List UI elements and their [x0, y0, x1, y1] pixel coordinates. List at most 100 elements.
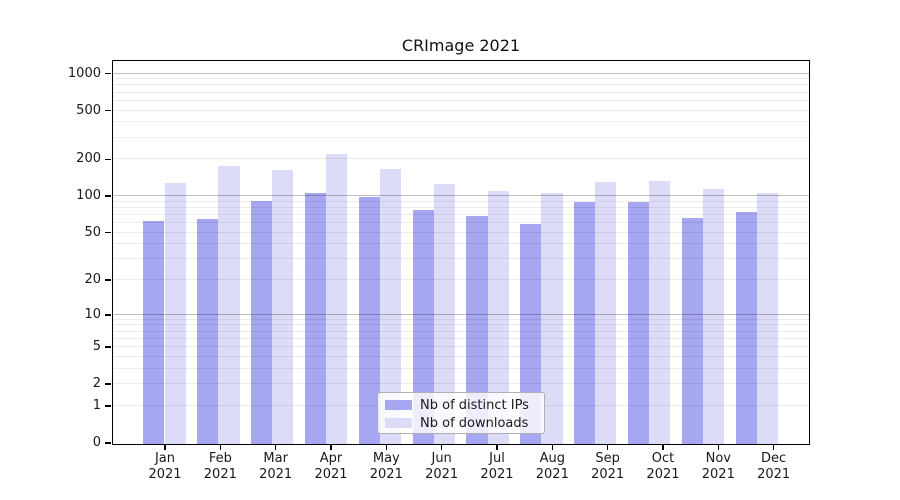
legend-label-downloads: Nb of downloads	[420, 415, 529, 431]
xtick-line: Mar	[263, 451, 288, 466]
ytick-mark-1	[105, 405, 111, 407]
gridline-50	[112, 231, 809, 233]
xtick-label-5: Jun 2021	[414, 451, 470, 483]
bar-downloads-jul	[487, 190, 509, 444]
legend: Nb of distinct IPs Nb of downloads	[377, 391, 545, 434]
gridline-80	[112, 206, 809, 208]
bar-ips-jan	[143, 221, 165, 444]
gridline-500	[112, 109, 809, 111]
xtick-mark-9	[662, 444, 664, 450]
xtick-line: Aug	[539, 451, 565, 466]
ytick-mark-10	[105, 314, 111, 316]
bar-downloads-feb	[218, 166, 240, 444]
legend-swatch-distinct-ips	[385, 399, 412, 411]
xtick-label-9: Oct 2021	[635, 451, 691, 483]
gridline-9	[112, 318, 809, 320]
gridline-3	[112, 367, 809, 369]
legend-entry-distinct-ips: Nb of distinct IPs	[385, 398, 537, 413]
ytick-mark-1000	[105, 72, 111, 75]
xtick-mark-6	[496, 444, 498, 450]
xtick-line: Sep	[595, 451, 620, 466]
bar-ips-apr	[304, 192, 327, 444]
xtick-line: 2021	[701, 467, 735, 482]
gridline-100	[112, 195, 809, 197]
xtick-line: 2021	[591, 467, 625, 482]
bar-downloads-aug	[541, 192, 563, 444]
xtick-mark-2	[274, 444, 277, 450]
xtick-label-2: Mar 2021	[248, 451, 304, 483]
bar-ips-oct	[627, 201, 650, 444]
gridline-30	[112, 258, 809, 260]
xtick-label-11: Dec 2021	[746, 451, 802, 483]
gridline-200	[112, 158, 809, 160]
xtick-line: 2021	[646, 467, 680, 482]
xtick-line: 2021	[148, 467, 182, 482]
xtick-label-3: Apr 2021	[303, 451, 359, 483]
xtick-mark-4	[385, 444, 388, 450]
plot-area	[111, 59, 810, 445]
ytick-mark-2	[105, 383, 111, 385]
gridline-600	[112, 99, 809, 101]
bar-ips-may	[358, 196, 380, 444]
gridline-20	[112, 279, 809, 281]
xtick-line: Apr	[319, 451, 343, 466]
bar-ips-mar	[251, 201, 273, 444]
xtick-mark-5	[440, 444, 443, 450]
xtick-mark-7	[551, 444, 554, 450]
bar-ips-jun	[412, 209, 434, 444]
bar-downloads-mar	[272, 169, 294, 444]
xtick-line: Feb	[208, 451, 232, 466]
gridline-2	[112, 383, 809, 385]
xtick-mark-8	[606, 444, 609, 450]
ytick-mark-100	[105, 195, 111, 197]
bar-downloads-apr	[326, 153, 348, 444]
xtick-label-8: Sep 2021	[580, 451, 636, 483]
gridline-5	[112, 346, 809, 348]
xtick-line: 2021	[259, 467, 293, 482]
xtick-mark-10	[717, 444, 720, 450]
xtick-line: 2021	[757, 467, 791, 482]
bar-ips-aug	[520, 223, 542, 444]
bar-ips-sep	[574, 202, 596, 444]
ytick-label-10: 10	[84, 306, 101, 322]
xtick-mark-3	[330, 444, 332, 450]
gridline-10	[112, 313, 809, 315]
xtick-line: May	[372, 451, 400, 466]
ytick-label-20: 20	[84, 272, 101, 288]
bar-downloads-sep	[595, 181, 617, 444]
xtick-line: Jan	[154, 451, 176, 466]
legend-label-distinct-ips: Nb of distinct IPs	[420, 397, 529, 413]
xtick-label-1: Feb 2021	[192, 451, 248, 483]
bar-ips-nov	[681, 217, 703, 444]
legend-entry-downloads: Nb of downloads	[385, 416, 537, 431]
xtick-line: Dec	[761, 451, 787, 466]
ytick-mark-0	[105, 442, 111, 444]
xtick-label-6: Jul 2021	[469, 451, 525, 483]
xtick-label-10: Nov 2021	[690, 451, 746, 483]
gridline-400	[112, 121, 809, 123]
chart-title: CRImage 2021	[401, 36, 521, 55]
xtick-mark-1	[219, 444, 222, 450]
ytick-mark-200	[105, 158, 111, 161]
ytick-mark-50	[105, 231, 111, 234]
xtick-mark-11	[772, 444, 775, 450]
xtick-line: 2021	[535, 467, 569, 482]
xtick-line: 2021	[314, 467, 348, 482]
legend-swatch-downloads	[385, 417, 412, 429]
bar-ips-feb	[197, 218, 219, 444]
gridline-70	[112, 214, 809, 216]
ytick-mark-20	[105, 279, 111, 281]
gridline-800	[112, 84, 809, 86]
xtick-line: 2021	[203, 467, 237, 482]
gridline-700	[112, 91, 809, 93]
ytick-label-100: 100	[76, 188, 101, 204]
gridline-4	[112, 355, 809, 357]
gridline-1000	[112, 72, 809, 74]
ytick-label-1000: 1000	[67, 65, 101, 81]
bar-downloads-may	[379, 169, 402, 444]
gridline-300	[112, 136, 809, 138]
xtick-label-0: Jan 2021	[137, 451, 193, 483]
xtick-label-4: May 2021	[358, 451, 414, 483]
bar-downloads-nov	[703, 189, 725, 444]
